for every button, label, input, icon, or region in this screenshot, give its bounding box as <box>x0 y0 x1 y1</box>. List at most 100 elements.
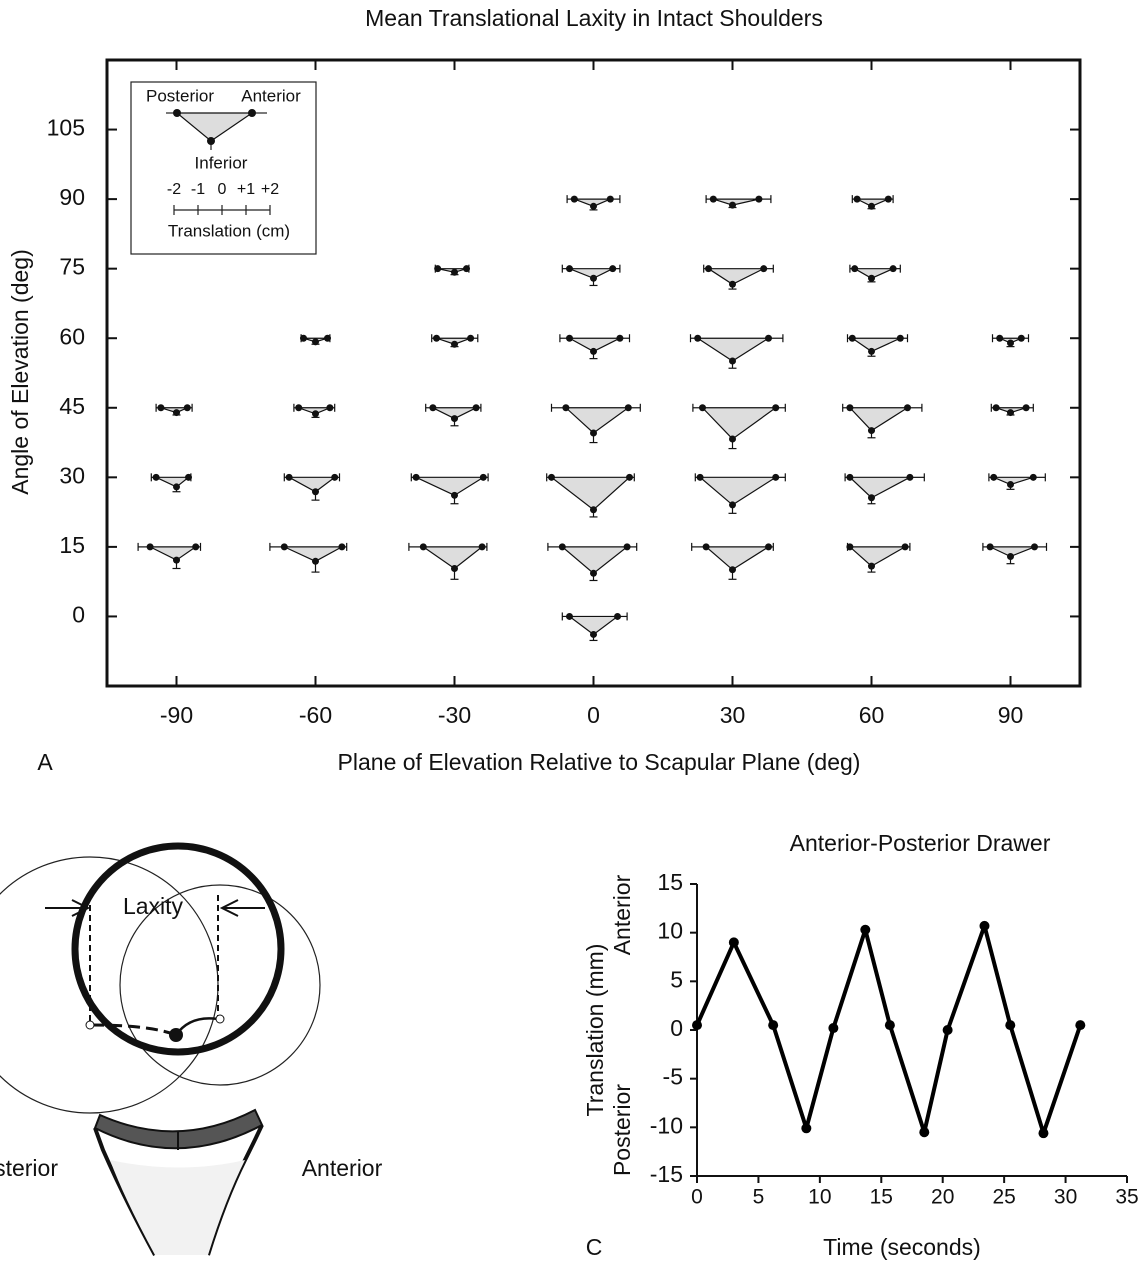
legend-dot <box>248 109 256 117</box>
inferior-dot <box>451 415 458 423</box>
anterior-dot <box>331 473 339 481</box>
posterior-dot <box>846 404 854 412</box>
data-point <box>919 1127 930 1138</box>
laxity-glyph <box>549 476 632 511</box>
panel-label: C <box>586 1234 603 1260</box>
inferior-dot <box>451 340 458 348</box>
inferior-dot <box>173 409 180 417</box>
laxity-glyph <box>432 407 477 420</box>
x-tick-label: 90 <box>998 702 1024 728</box>
posterior-dot <box>433 334 440 342</box>
diagram-label: Posterior <box>0 1155 58 1181</box>
anterior-dot <box>889 265 897 273</box>
inferior-dot <box>868 427 875 435</box>
x-tick-label: 30 <box>1054 1186 1077 1209</box>
inferior-dot <box>590 569 597 577</box>
laxity-glyph <box>155 476 191 488</box>
posterior-dot <box>851 265 859 273</box>
legend-label: Anterior <box>241 86 301 105</box>
anterior-dot <box>755 195 763 203</box>
posterior-dot <box>570 195 578 203</box>
anterior-dot <box>765 334 772 342</box>
y-tick-label: 10 <box>657 918 683 944</box>
laxity-glyph <box>695 337 771 362</box>
anterior-dot <box>623 543 631 551</box>
end-point <box>85 1020 95 1030</box>
legend-scale-label: +2 <box>261 181 279 198</box>
data-point <box>692 1020 702 1031</box>
humeral-head <box>71 842 285 1056</box>
laxity-glyph <box>698 476 778 506</box>
y-tick-label: -15 <box>650 1161 683 1187</box>
laxity-glyph <box>415 476 486 497</box>
x-tick-label: -30 <box>438 702 471 728</box>
x-tick-label: -60 <box>299 702 332 728</box>
y-tick-label: 30 <box>59 462 85 488</box>
inferior-dot <box>590 630 597 638</box>
data-point <box>1075 1020 1086 1031</box>
posterior-dot <box>694 334 702 342</box>
chart-title: Mean Translational Laxity in Intact Shou… <box>365 5 823 31</box>
posterior-dot <box>146 543 154 551</box>
anterior-dot <box>338 543 346 551</box>
posterior-dot <box>295 404 303 412</box>
anterior-dot <box>896 334 904 342</box>
legend-scale-label: -2 <box>167 181 181 198</box>
inferior-dot <box>1007 409 1014 417</box>
y-axis-label: Angle of Elevation (deg) <box>7 249 33 495</box>
posterior-dot <box>558 543 566 551</box>
x-axis-label: Plane of Elevation Relative to Scapular … <box>338 749 861 775</box>
posterior-dot <box>157 404 165 412</box>
data-point <box>1038 1128 1049 1139</box>
glenoid <box>93 1124 264 1256</box>
data-point <box>828 1023 839 1034</box>
laxity-glyph <box>856 198 889 207</box>
inferior-dot <box>868 202 875 210</box>
anterior-dot <box>772 473 780 481</box>
x-tick-label: 0 <box>587 702 600 728</box>
diagram-label: Laxity <box>123 893 184 919</box>
anterior-dot <box>478 543 486 551</box>
laxity-glyph <box>852 268 894 279</box>
y-tick-label: 15 <box>59 532 85 558</box>
inferior-dot <box>451 268 458 276</box>
laxity-glyph <box>848 546 908 567</box>
y-tick-label: 15 <box>657 869 683 895</box>
inferior-dot <box>1007 339 1014 347</box>
y-tick-label: 5 <box>670 966 683 992</box>
anterior-dot <box>606 195 614 203</box>
inferior-dot <box>868 494 875 502</box>
laxity-glyph <box>567 615 620 636</box>
laxity-glyph <box>288 476 337 493</box>
laxity-glyph <box>848 407 910 432</box>
legend-box <box>130 81 317 255</box>
inferior-dot <box>312 410 319 418</box>
labrum <box>93 1108 264 1150</box>
y-tick-label: 0 <box>72 602 85 628</box>
laxity-glyph <box>704 546 771 571</box>
arrow <box>45 899 91 917</box>
chart-title: Anterior-Posterior Drawer <box>790 830 1051 856</box>
inferior-dot <box>729 435 736 443</box>
data-point <box>942 1025 953 1035</box>
inferior-dot <box>729 501 736 509</box>
posterior-dot <box>285 473 293 481</box>
posterior-dot <box>992 404 1000 412</box>
anterior-dot <box>183 404 191 412</box>
posterior-dot <box>990 473 998 481</box>
posterior-dot <box>705 265 712 273</box>
inferior-dot <box>729 280 736 288</box>
posterior-dot <box>429 404 437 412</box>
data-point <box>768 1020 779 1031</box>
laxity-glyph <box>284 546 343 562</box>
data-point <box>1005 1020 1016 1031</box>
laxity-glyph <box>850 337 901 353</box>
laxity-glyph <box>569 268 613 279</box>
posterior-dot <box>566 334 573 342</box>
arrow <box>219 899 265 917</box>
posterior-dot <box>566 265 573 273</box>
legend-scale-label: +1 <box>237 181 255 198</box>
legend-label: Translation (cm) <box>168 221 290 240</box>
inferior-dot <box>729 566 736 574</box>
